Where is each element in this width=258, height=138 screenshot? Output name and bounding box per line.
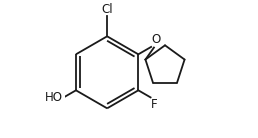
Text: Cl: Cl [101,3,113,16]
Text: HO: HO [44,91,62,104]
Text: O: O [151,33,161,46]
Text: F: F [151,98,158,111]
